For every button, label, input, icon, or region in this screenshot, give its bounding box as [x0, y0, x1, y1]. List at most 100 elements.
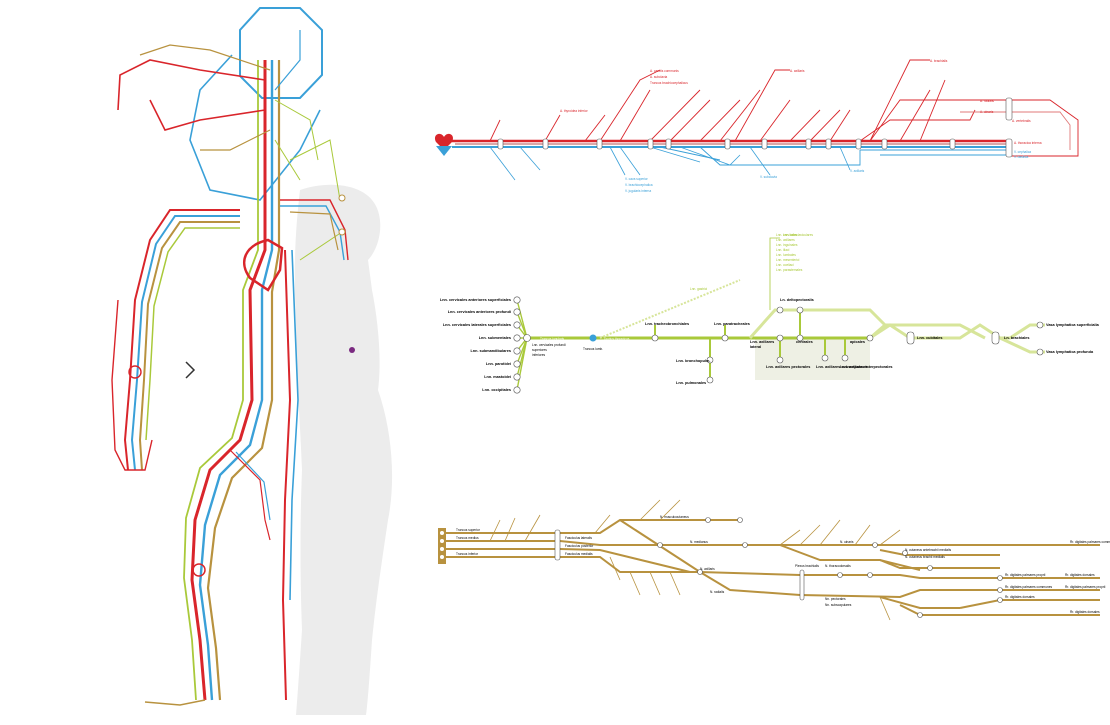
svg-text:inferiores: inferiores	[532, 353, 546, 357]
svg-text:Lnn. occipitales: Lnn. occipitales	[482, 388, 511, 392]
svg-text:Lnn. parotidei: Lnn. parotidei	[486, 362, 511, 366]
station-node	[338, 194, 346, 202]
svg-text:V. cava superior: V. cava superior	[625, 177, 649, 181]
human-silhouette	[294, 184, 393, 715]
station-label: Truncus lumb.	[583, 347, 603, 351]
svg-text:N. thoracodorsalis: N. thoracodorsalis	[825, 564, 851, 568]
svg-text:N. medianus: N. medianus	[690, 540, 708, 544]
lymph-node-labels: Lnn. tracheobronchiales Lnn. paratrachea…	[645, 233, 1100, 385]
svg-text:Fasciculus lateralis: Fasciculus lateralis	[565, 536, 592, 540]
svg-text:Lnn. cervicales laterales supe: Lnn. cervicales laterales superficiales	[443, 323, 511, 327]
axillary-panel	[755, 338, 870, 380]
svg-text:Lnn. coeliaci: Lnn. coeliaci	[776, 263, 794, 267]
svg-text:Lnn. axillares: Lnn. axillares	[776, 238, 795, 242]
svg-text:Lnn. cubitales: Lnn. cubitales	[917, 336, 943, 340]
svg-text:Plexus brachialis: Plexus brachialis	[795, 564, 819, 568]
station-node	[589, 334, 597, 342]
svg-text:Vasa lymphatica superficialia: Vasa lymphatica superficialia	[1046, 323, 1100, 327]
nerve-diagram: Truncus superior Truncus medius Truncus …	[438, 499, 1110, 621]
svg-text:Lnn. axillares interpectorales: Lnn. axillares interpectorales	[840, 365, 893, 369]
svg-text:Ln. deltopectoralis: Ln. deltopectoralis	[780, 298, 814, 302]
svg-text:A. radialis: A. radialis	[980, 99, 994, 103]
svg-text:centrales: centrales	[796, 340, 813, 344]
main-trunk-lines	[183, 60, 299, 701]
nerve-stations	[554, 517, 1003, 618]
svg-text:Rr. digitales dorsales: Rr. digitales dorsales	[1070, 610, 1100, 614]
svg-text:Lnn. submentales: Lnn. submentales	[479, 336, 511, 340]
cardiovascular-diagram: Aorta ascendens A. carotis communis A. s…	[434, 59, 1079, 193]
svg-text:Lnn. submandibulares: Lnn. submandibulares	[470, 349, 511, 353]
svg-text:Lnn. iliaci: Lnn. iliaci	[776, 248, 790, 252]
svg-text:Lnn. inguinales: Lnn. inguinales	[776, 243, 798, 247]
station-node	[338, 228, 346, 236]
svg-text:Lnn. tracheobronchiales: Lnn. tracheobronchiales	[645, 322, 689, 326]
svg-text:Truncus superior: Truncus superior	[456, 528, 481, 532]
nerve-labels: Truncus superior Truncus medius Truncus …	[456, 515, 1110, 614]
svg-text:Lnn. cervicales anteriores sup: Lnn. cervicales anteriores superficiales	[440, 298, 511, 302]
svg-text:A. vertebralis: A. vertebralis	[1012, 119, 1031, 123]
right-arm-lines	[111, 209, 240, 471]
svg-text:N. musculocutaneus: N. musculocutaneus	[660, 515, 689, 519]
svg-text:superiores: superiores	[532, 348, 547, 352]
svg-text:Lnn. axillares subscapulares: Lnn. axillares subscapulares	[816, 365, 868, 369]
lymph-stations	[651, 306, 1044, 384]
svg-text:N. cutaneus antebrachii medial: N. cutaneus antebrachii medialis	[905, 548, 951, 552]
station-node	[349, 347, 355, 353]
svg-text:Lnn. parasternales: Lnn. parasternales	[776, 268, 803, 272]
svg-text:Nn. subscapulares: Nn. subscapulares	[825, 603, 852, 607]
svg-text:Truncus inferior: Truncus inferior	[456, 552, 479, 556]
junction-labels: Lnn. cervicales profundi superiores infe…	[532, 343, 566, 357]
svg-text:N. cutaneus brachii medialis: N. cutaneus brachii medialis	[905, 555, 945, 559]
artery-labels: A. carotis communis A. subclavia Truncus…	[560, 59, 1042, 145]
svg-text:Vasa lymphatica profunda: Vasa lymphatica profunda	[1046, 350, 1094, 354]
svg-text:Lnn. bronchopulm.: Lnn. bronchopulm.	[676, 359, 710, 363]
svg-text:A. thoracica interna: A. thoracica interna	[1014, 141, 1042, 145]
svg-text:Ln. brachiales: Ln. brachiales	[1004, 336, 1030, 340]
svg-text:A. subclavia: A. subclavia	[650, 75, 667, 79]
vein-labels: V. cava superior V. brachiocephalica V. …	[625, 150, 1031, 193]
lymphatic-diagram: Truncus jugularis Ductus thoracicus Trun…	[440, 233, 1100, 394]
svg-text:Lnn. cervicales anteriores pro: Lnn. cervicales anteriores profundi	[448, 310, 511, 314]
svg-text:Truncus medius: Truncus medius	[456, 536, 479, 540]
svg-text:N. axillaris: N. axillaris	[700, 567, 715, 571]
svg-text:Lnn. mesenterici: Lnn. mesenterici	[776, 258, 800, 262]
stations	[497, 97, 1013, 158]
lymph-legend-lines: Lnn. cervicales Lnn. axillares Lnn. ingu…	[776, 233, 803, 272]
svg-text:Nn. pectorales: Nn. pectorales	[825, 597, 846, 601]
svg-text:A. brachialis: A. brachialis	[930, 59, 948, 63]
svg-text:Lnn. axillares pectorales: Lnn. axillares pectorales	[766, 365, 810, 369]
left-arm-lines	[280, 139, 349, 261]
svg-text:A. thyroidea inferior: A. thyroidea inferior	[560, 109, 589, 113]
artery-branches	[489, 59, 1011, 142]
svg-text:Lnn. mastoidei: Lnn. mastoidei	[484, 375, 511, 379]
lymph-loop-upper	[748, 308, 888, 340]
svg-text:lateral: lateral	[750, 345, 761, 349]
heart-icon	[434, 133, 454, 156]
svg-text:Rr. digitales dorsales: Rr. digitales dorsales	[1065, 573, 1095, 577]
venous-head-loop	[189, 54, 321, 201]
svg-text:Rr. digitales dorsales: Rr. digitales dorsales	[1005, 595, 1035, 599]
svg-text:Lnn. lumbales: Lnn. lumbales	[776, 253, 796, 257]
svg-text:N. radialis: N. radialis	[710, 590, 725, 594]
right-branch-lines	[649, 99, 1079, 166]
svg-text:Rr. digitales palmares proprii: Rr. digitales palmares proprii	[1065, 585, 1106, 589]
heart-label: Aorta ascendens	[457, 136, 481, 140]
arrow-marker	[185, 361, 196, 379]
svg-text:A. axillaris: A. axillaris	[790, 69, 805, 73]
svg-text:A. carotis communis: A. carotis communis	[650, 69, 679, 73]
head-branch-lines	[117, 30, 319, 181]
lymph-dashed-line	[599, 279, 741, 339]
ductus-label: Ductus thoracicus	[604, 337, 630, 341]
svg-text:Rr. digitales palmares commune: Rr. digitales palmares communes	[1070, 540, 1110, 544]
vein-branches	[489, 146, 851, 181]
heart-loop	[243, 238, 284, 292]
svg-text:V. brachiocephalica: V. brachiocephalica	[625, 183, 653, 187]
svg-text:N. ulnaris: N. ulnaris	[840, 540, 854, 544]
svg-text:V. axillaris: V. axillaris	[850, 169, 865, 173]
svg-text:Rr. digitales palmares commune: Rr. digitales palmares communes	[1005, 585, 1053, 589]
svg-text:Fasciculus posterior: Fasciculus posterior	[565, 544, 594, 548]
svg-text:V. basilica: V. basilica	[1014, 155, 1028, 159]
svg-text:Rr. digitales palmares proprii: Rr. digitales palmares proprii	[1005, 573, 1046, 577]
